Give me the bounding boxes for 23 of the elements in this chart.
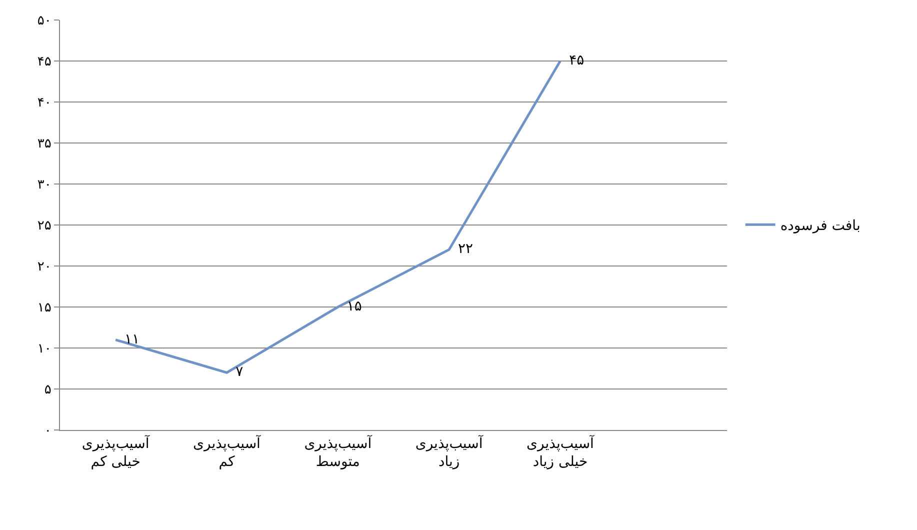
y-tick-label: ۱۵: [37, 300, 52, 316]
data-label: ۴۵: [560, 52, 584, 68]
data-label: ۱۱: [116, 331, 140, 348]
x-tick-label: آسیب‌پذیری کم: [193, 434, 262, 470]
line-series: [114, 60, 562, 374]
y-tick-label: ۰: [44, 424, 52, 439]
legend-label: بافت فرسوده: [780, 218, 860, 234]
data-label: ۷: [226, 364, 244, 380]
x-tick-label: آسیب‌پذیری خیلی کم: [82, 434, 150, 470]
x-tick-label: آسیب‌پذیری زیاد: [415, 434, 484, 470]
y-tick-label: ۴۵: [37, 54, 52, 70]
y-tick-label: ۴۰: [37, 96, 52, 111]
y-tick-label: ۳۵: [37, 136, 52, 152]
y-tick-label: ۲۵: [37, 218, 52, 234]
y-tick-label: ۳۰: [37, 178, 52, 193]
data-label: ۱۵: [338, 298, 362, 314]
x-tick-label: آسیب‌پذیری خیلی زیاد: [526, 434, 596, 470]
y-tick-label: ۵: [44, 382, 52, 398]
x-tick-label: آسیب‌پذیری متوسط: [304, 434, 373, 470]
y-tick-label: ۲۰: [37, 260, 52, 275]
y-tick-label: ۵۰: [37, 14, 52, 29]
data-label: ۲۲: [449, 241, 474, 258]
y-tick-label: ۱۰: [37, 342, 52, 357]
